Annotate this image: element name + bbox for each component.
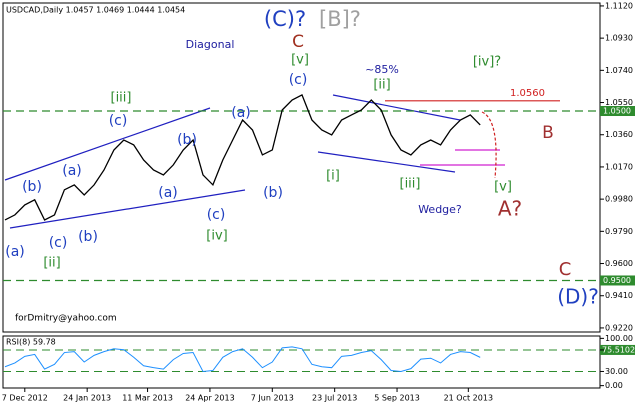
annotation: (b) xyxy=(22,179,42,195)
x-tick-label: 24 Apr 2013 xyxy=(185,394,234,403)
y-tick-label: 0.9600 xyxy=(605,259,633,268)
annotation: (c) xyxy=(49,235,68,251)
annotation: C xyxy=(292,32,304,52)
annotation: B xyxy=(542,123,554,143)
rsi-frame xyxy=(2,335,601,389)
y-tick-label: 0.9410 xyxy=(605,291,633,300)
x-tick-label: 23 Jul 2013 xyxy=(312,394,357,403)
annotation: (a) xyxy=(158,185,178,201)
annotation: C xyxy=(559,259,572,280)
price-line xyxy=(4,93,481,221)
y-tick-label: 0.9980 xyxy=(605,195,633,204)
annotation: (b) xyxy=(263,185,283,201)
rsi-tick-label: 0.00 xyxy=(605,381,623,390)
rsi-line xyxy=(4,346,481,372)
annotation: (C)? xyxy=(264,7,306,31)
level-label: 0.9500 xyxy=(603,276,631,285)
level-box xyxy=(600,275,635,286)
annotation: [ii] xyxy=(373,78,390,93)
annotation: (c) xyxy=(109,113,128,129)
annotation: [B]? xyxy=(319,7,361,31)
annotation: [i] xyxy=(326,169,340,184)
x-tick-label: 7 Dec 2012 xyxy=(2,394,48,403)
trend-line xyxy=(332,94,461,121)
y-tick-label: 0.9220 xyxy=(605,323,633,332)
annotation: (a) xyxy=(62,163,82,179)
annotation: (a) xyxy=(231,105,251,121)
trend-line xyxy=(317,151,456,173)
annotation: [v] xyxy=(291,53,309,68)
x-tick-label: 24 Jan 2013 xyxy=(63,394,111,403)
annotation: [iv] xyxy=(206,229,227,244)
annotation: [iii] xyxy=(111,91,132,106)
annotation: (c) xyxy=(289,72,308,88)
annotation: (a) xyxy=(5,244,25,260)
projection xyxy=(481,111,497,179)
rsi-title: RSI(8) 59.78 xyxy=(6,338,56,347)
annotation: [iv]? xyxy=(473,55,501,70)
y-tick-label: 0.9790 xyxy=(605,227,633,236)
annotation: forDmitry@yahoo.com xyxy=(15,314,117,324)
annotation: Wedge? xyxy=(418,203,462,216)
level-label: 1.0500 xyxy=(603,107,631,116)
level-box xyxy=(600,106,635,117)
trend-line xyxy=(4,107,211,181)
x-tick-label: 7 Jun 2013 xyxy=(251,394,294,403)
y-tick-label: 1.0740 xyxy=(605,66,633,75)
y-tick-label: 1.0170 xyxy=(605,162,633,171)
annotation: [ii] xyxy=(43,256,60,271)
x-tick-label: 21 Oct 2013 xyxy=(444,394,493,403)
y-tick-label: 1.0930 xyxy=(605,34,633,43)
trend-line xyxy=(9,189,246,229)
x-tick-label: 11 Mar 2013 xyxy=(122,394,173,403)
x-tick-label: 5 Sep 2013 xyxy=(374,394,420,403)
y-tick-label: 1.1120 xyxy=(605,1,633,10)
y-tick-label: 1.0550 xyxy=(605,98,633,107)
rsi-value-box xyxy=(600,344,635,355)
annotation: [v] xyxy=(494,180,512,195)
annotation: (c) xyxy=(207,207,226,223)
chart-title: USDCAD,Daily 1.0457 1.0469 1.0444 1.0454 xyxy=(6,6,185,15)
annotation: A? xyxy=(498,197,522,221)
rsi-tick-label: 75.5102 xyxy=(602,345,635,354)
level-label: 1.0560 xyxy=(510,88,545,99)
main-frame xyxy=(2,2,601,333)
annotation: (b) xyxy=(78,229,98,245)
annotation: [iii] xyxy=(400,177,421,192)
y-tick-label: 1.0360 xyxy=(605,130,633,139)
annotation: (D)? xyxy=(557,285,599,309)
rsi-tick-label: 30.00 xyxy=(605,367,628,376)
annotation: ~85% xyxy=(365,63,399,76)
rsi-tick-label: 100.00 xyxy=(605,334,633,343)
annotation: (b) xyxy=(177,132,197,148)
annotation: Diagonal xyxy=(186,38,235,51)
